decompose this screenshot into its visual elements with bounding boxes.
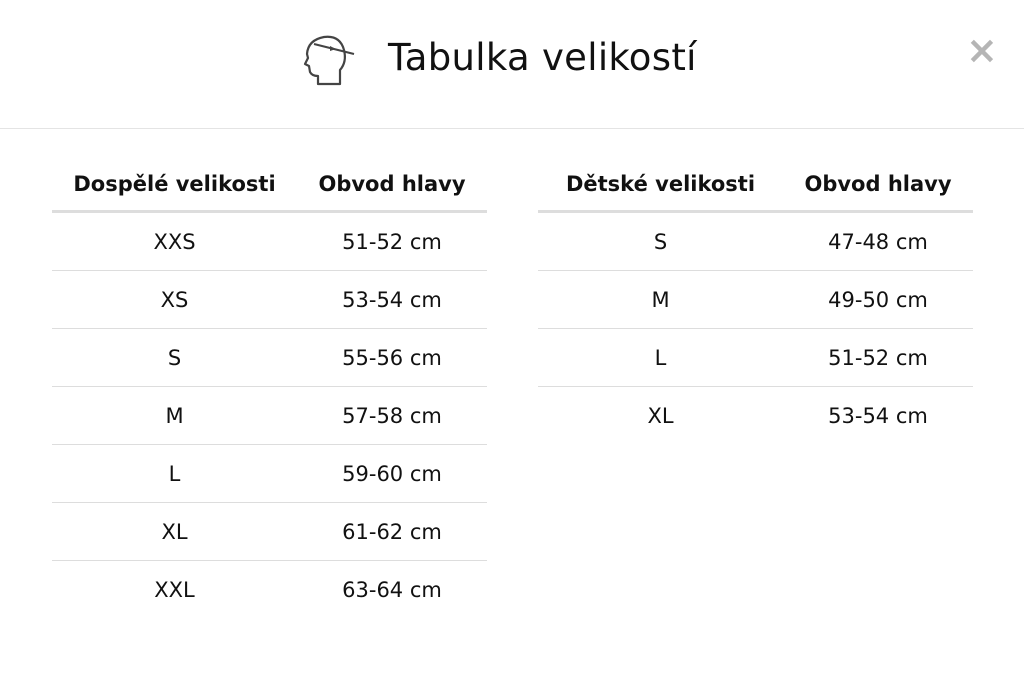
head-circumference: 49-50 cm [783, 270, 973, 329]
size: S [538, 211, 783, 271]
head-circumference: 53-54 cm [297, 270, 487, 329]
head-circumference: 55-56 cm [297, 328, 487, 387]
table-row: XL 61-62 cm [52, 502, 487, 561]
head-circumference: 57-58 cm [297, 386, 487, 445]
table-row: M 57-58 cm [52, 386, 487, 445]
table-row: S 47-48 cm [538, 211, 973, 271]
head-circumference: 63-64 cm [342, 577, 442, 602]
table-row: S 55-56 cm [52, 328, 487, 387]
adult-size-table: Dospělé velikosti Obvod hlavy XXS 51-52 c… [52, 158, 487, 618]
head-circumference: 51-52 cm [783, 328, 973, 387]
size: XXL [154, 577, 195, 602]
table-row: XXS 51-52 cm [52, 211, 487, 271]
table-row: XS 53-54 cm [52, 270, 487, 329]
column-header: Dětské velikosti [538, 158, 783, 213]
table-row: L 59-60 cm [52, 444, 487, 503]
head-circumference: 47-48 cm [783, 211, 973, 271]
table-row: M 49-50 cm [538, 270, 973, 329]
column-header: Obvod hlavy [297, 158, 487, 213]
size: L [52, 444, 297, 503]
head-circumference: 59-60 cm [297, 444, 487, 503]
close-button[interactable]: × [966, 28, 998, 72]
modal-header: Tabulka velikostí × [0, 0, 1024, 129]
head-circumference: 51-52 cm [297, 211, 487, 271]
table-row: XL 53-54 cm [538, 387, 973, 445]
head-circumference: 53-54 cm [828, 403, 928, 428]
kids-size-table: Dětské velikosti Obvod hlavy S 47-48 cm M… [538, 158, 973, 444]
size: XL [52, 502, 297, 561]
size: L [538, 328, 783, 387]
head-circumference: 61-62 cm [297, 502, 487, 561]
page-title: Tabulka velikostí [388, 36, 697, 79]
size: S [52, 328, 297, 387]
size: M [52, 386, 297, 445]
size: XL [647, 403, 674, 428]
column-header: Dospělé velikosti [52, 158, 297, 213]
size: XS [52, 270, 297, 329]
table-row: L 51-52 cm [538, 328, 973, 387]
table-row: XXL 63-64 cm [52, 561, 487, 619]
size: XXS [52, 211, 297, 271]
head-measure-icon [303, 35, 355, 86]
column-header: Obvod hlavy [783, 158, 973, 213]
size: M [538, 270, 783, 329]
